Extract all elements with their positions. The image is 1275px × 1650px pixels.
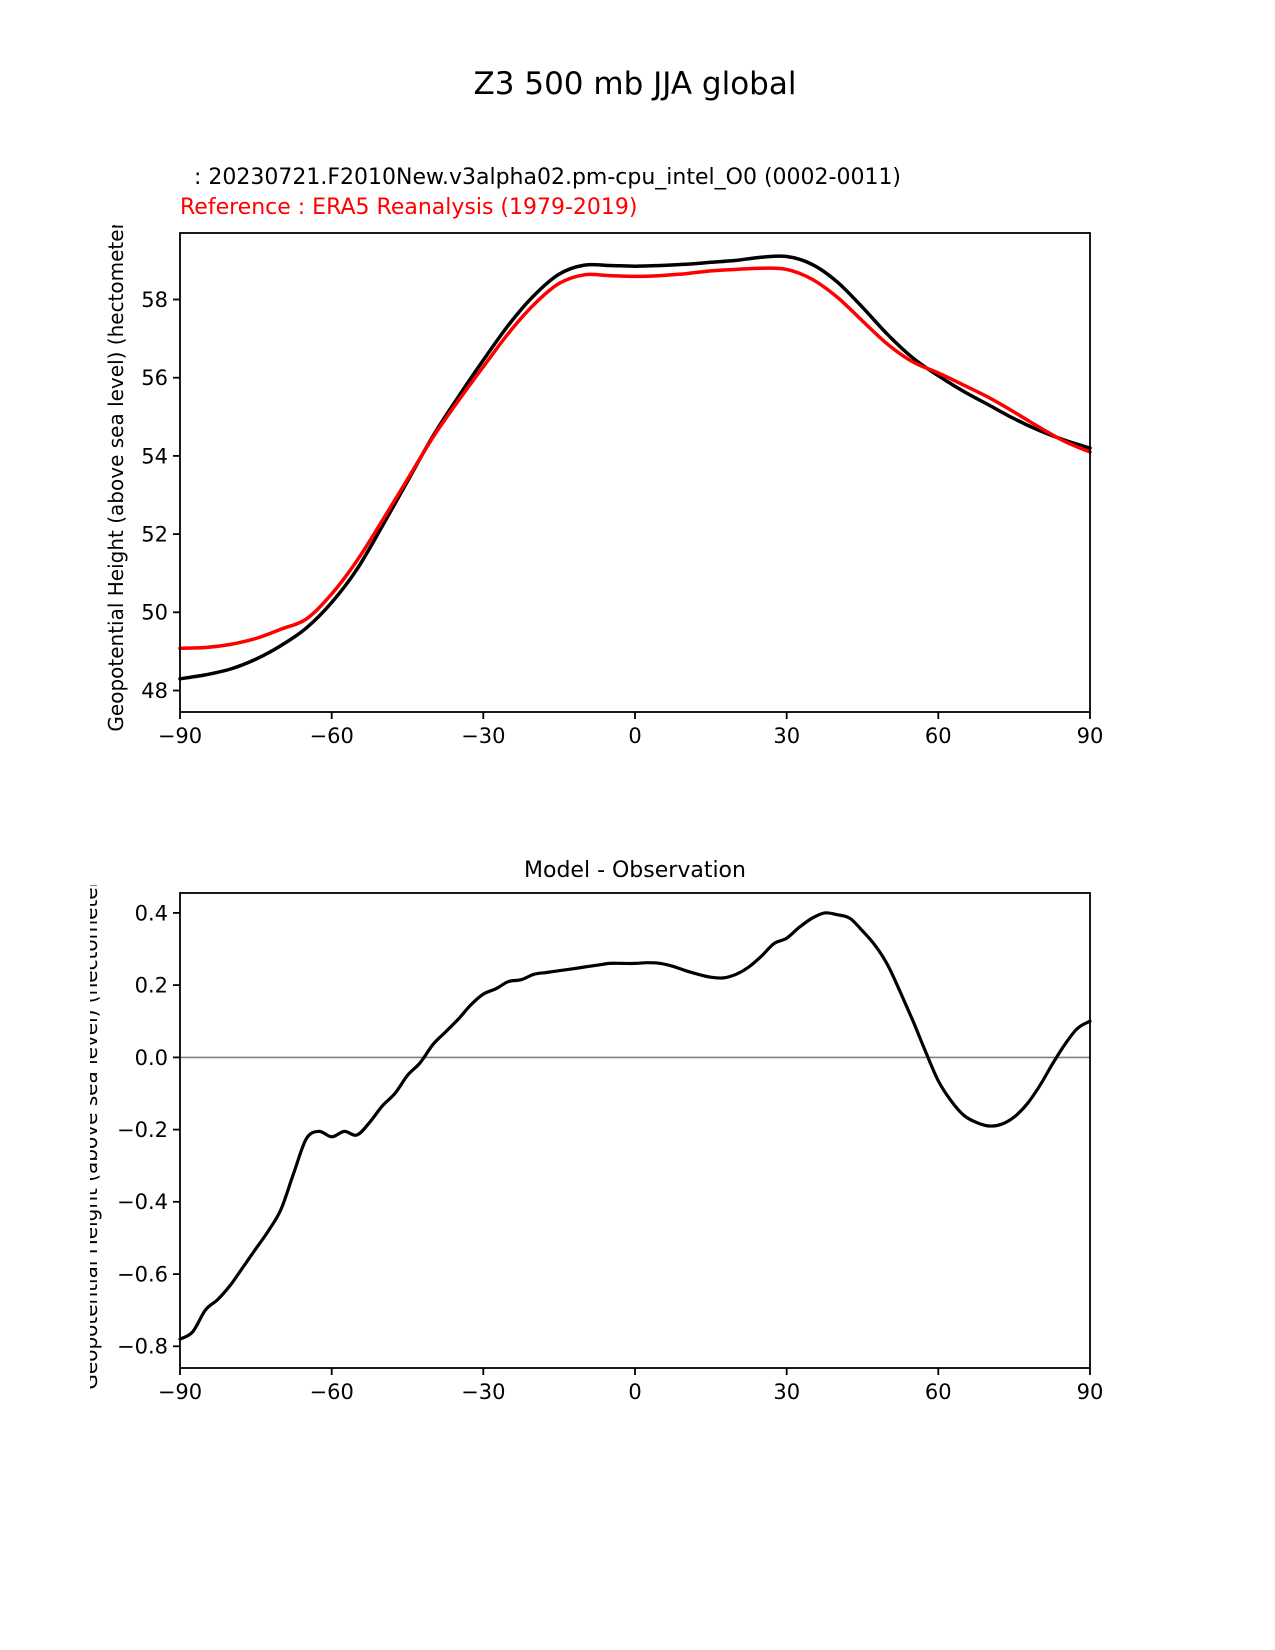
x-tick-label: 90 xyxy=(1077,724,1104,748)
model-minus-observation-curve xyxy=(178,911,1092,1341)
legend: : 20230721.F2010New.v3alpha02.pm-cpu_int… xyxy=(180,163,901,223)
y-tick-label: −0.2 xyxy=(117,1118,168,1142)
legend-model-run-label: : 20230721.F2010New.v3alpha02.pm-cpu_int… xyxy=(194,165,902,190)
x-tick-label: 0 xyxy=(628,1380,641,1404)
model-curve xyxy=(178,254,1092,681)
x-tick-label: 0 xyxy=(628,724,641,748)
y-tick-label: 54 xyxy=(141,444,168,468)
y-tick-label: −0.8 xyxy=(117,1335,168,1359)
y-tick-label: 56 xyxy=(141,366,168,390)
y-tick-label: 50 xyxy=(141,601,168,625)
y-tick-label: 52 xyxy=(141,522,168,546)
y-axis-label: Geopotential Height (above sea level) (h… xyxy=(90,885,102,1390)
reference-curve xyxy=(178,266,1092,651)
x-tick-label: 60 xyxy=(925,1380,952,1404)
y-tick-label: −0.4 xyxy=(117,1190,168,1214)
y-tick-label: −0.6 xyxy=(117,1262,168,1286)
figure-title: Z3 500 mb JJA global xyxy=(473,66,797,102)
x-tick-label: −30 xyxy=(461,724,505,748)
y-axis-label: Geopotential Height (above sea level) (h… xyxy=(104,225,128,732)
plot-border xyxy=(179,232,1091,713)
y-tick-label: 48 xyxy=(141,679,168,703)
top-panel-chart: −90 −60 −30 0 30 60 90 48 50 52 54 56 58 Geopotential… xyxy=(104,225,1104,748)
x-tick-label: −60 xyxy=(310,1380,354,1404)
x-tick-label: 90 xyxy=(1077,1380,1104,1404)
y-tick-label: 58 xyxy=(141,288,168,312)
y-tick-label: 0.2 xyxy=(135,973,168,997)
y-tick-label: 0.0 xyxy=(135,1046,168,1070)
difference-panel-chart: −90 −60 −30 0 30 60 90 −0.8 −0.6 −0.4 −0.2 0.0 0.2 0.… xyxy=(90,885,1104,1404)
x-tick-label: −30 xyxy=(461,1380,505,1404)
x-tick-label: −60 xyxy=(310,724,354,748)
x-tick-label: 30 xyxy=(773,724,800,748)
x-tick-label: −90 xyxy=(158,724,202,748)
x-tick-label: 60 xyxy=(925,724,952,748)
x-tick-label: −90 xyxy=(158,1380,202,1404)
legend-reference-label: Reference : ERA5 Reanalysis (1979-2019) xyxy=(180,195,638,220)
y-tick-label: 0.4 xyxy=(135,901,168,925)
x-tick-label: 30 xyxy=(773,1380,800,1404)
difference-panel-title: Model - Observation xyxy=(524,858,746,883)
